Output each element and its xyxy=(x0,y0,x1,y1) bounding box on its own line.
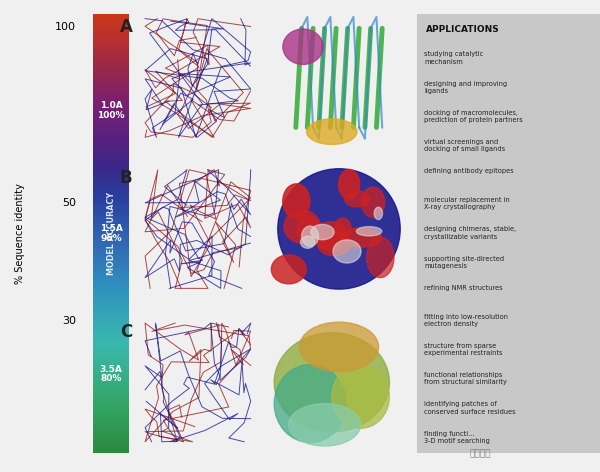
Ellipse shape xyxy=(289,404,361,446)
Text: 1.5A
95%: 1.5A 95% xyxy=(100,224,122,243)
Ellipse shape xyxy=(299,322,379,372)
Text: molecular replacement in
X-ray crystallography: molecular replacement in X-ray crystallo… xyxy=(424,197,510,211)
Text: 50: 50 xyxy=(62,198,76,208)
Ellipse shape xyxy=(374,207,383,219)
Text: A: A xyxy=(120,18,133,36)
Ellipse shape xyxy=(278,169,400,289)
Text: finding functi...
3-D motif searching: finding functi... 3-D motif searching xyxy=(424,430,490,444)
Ellipse shape xyxy=(284,210,320,243)
Text: B: B xyxy=(120,169,133,187)
Text: identifying patches of
conserved surface residues: identifying patches of conserved surface… xyxy=(424,401,516,414)
Text: designing and improving
ligands: designing and improving ligands xyxy=(424,81,508,94)
Ellipse shape xyxy=(341,228,382,247)
Text: studying catalytic
mechanism: studying catalytic mechanism xyxy=(424,51,484,65)
Ellipse shape xyxy=(344,191,370,207)
Ellipse shape xyxy=(302,226,319,246)
Ellipse shape xyxy=(361,187,385,218)
Text: 今日之森: 今日之森 xyxy=(469,449,491,459)
Text: % Sequence identity: % Sequence identity xyxy=(16,183,25,284)
Ellipse shape xyxy=(274,364,346,443)
Text: MODEL ACCURACY: MODEL ACCURACY xyxy=(107,192,115,275)
Text: virtual screenings and
docking of small ligands: virtual screenings and docking of small … xyxy=(424,139,505,152)
Ellipse shape xyxy=(311,224,334,240)
Ellipse shape xyxy=(335,218,351,240)
Ellipse shape xyxy=(296,216,322,244)
Ellipse shape xyxy=(274,333,389,432)
Text: 1.0A
100%: 1.0A 100% xyxy=(97,101,125,120)
Ellipse shape xyxy=(271,255,306,284)
Ellipse shape xyxy=(338,169,359,199)
Text: APPLICATIONS: APPLICATIONS xyxy=(426,25,500,34)
Ellipse shape xyxy=(367,237,394,278)
Text: designing chimeras, stable,
crystallizable variants: designing chimeras, stable, crystallizab… xyxy=(424,227,517,240)
Ellipse shape xyxy=(301,236,315,248)
Text: functional relationships
from structural similarity: functional relationships from structural… xyxy=(424,372,507,386)
Text: defining antibody epitopes: defining antibody epitopes xyxy=(424,168,514,174)
Ellipse shape xyxy=(356,227,382,236)
Text: 100: 100 xyxy=(55,22,76,32)
Ellipse shape xyxy=(283,29,323,65)
Ellipse shape xyxy=(283,184,310,219)
Text: docking of macromolecules,
prediction of protein partners: docking of macromolecules, prediction of… xyxy=(424,110,523,123)
Text: 3.5A
80%: 3.5A 80% xyxy=(100,365,122,383)
Text: C: C xyxy=(120,323,132,341)
Text: structure from sparse
experimental restraints: structure from sparse experimental restr… xyxy=(424,343,503,356)
Ellipse shape xyxy=(307,119,357,144)
Text: refining NMR structures: refining NMR structures xyxy=(424,285,503,291)
Ellipse shape xyxy=(315,222,347,251)
Ellipse shape xyxy=(333,240,361,263)
Ellipse shape xyxy=(317,231,351,256)
Text: fitting into low-resolution
electron density: fitting into low-resolution electron den… xyxy=(424,314,508,327)
Text: 30: 30 xyxy=(62,316,76,327)
Text: supporting site-directed
mutagenesis: supporting site-directed mutagenesis xyxy=(424,255,505,269)
Ellipse shape xyxy=(332,364,389,429)
